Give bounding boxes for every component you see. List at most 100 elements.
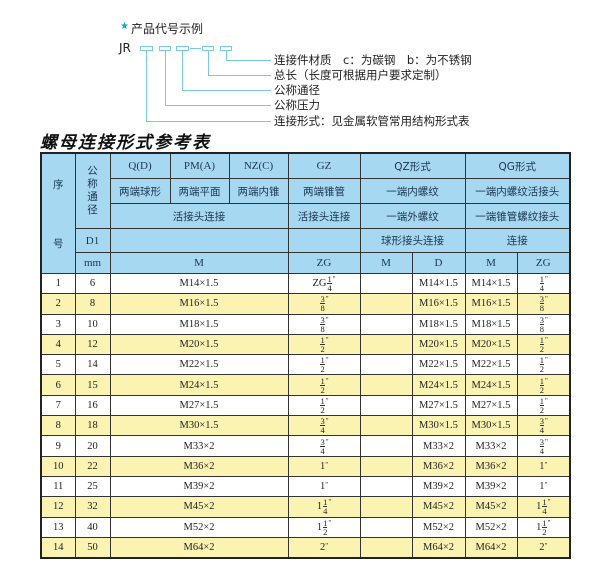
zg-denominator: 4 — [539, 425, 544, 436]
header-unit: ZG — [287, 252, 361, 274]
cell-qg-m: M30×1.5 — [464, 415, 518, 437]
cell-d1: 6 — [74, 272, 111, 295]
zg-denominator: 8 — [320, 323, 325, 334]
cell-no: 8 — [40, 415, 76, 437]
table-row: 7 16 M27×1.5 1 2 " M27×1.5 M27×1.5 1 2 " — [40, 394, 571, 417]
header-unit: M — [464, 252, 518, 274]
header-unit: M — [359, 252, 413, 274]
cell-d1: 40 — [74, 516, 111, 538]
cell-qz-d: M64×2 — [411, 536, 466, 559]
cell-m: M64×2 — [109, 536, 289, 559]
table-row: 12 32 M45×2 1 1 4 " M45×2 M45×2 1 1 4 " — [40, 496, 571, 518]
cell-d1: 32 — [74, 496, 111, 518]
cell-zg: 1" — [287, 455, 361, 477]
cell-m: M16×1.5 — [109, 293, 289, 315]
zg-denominator: 2 — [539, 404, 544, 415]
header-desc: 活接头连接 — [109, 203, 289, 229]
cell-qz-d: M16×1.5 — [411, 293, 466, 315]
cell-d1: 8 — [74, 293, 111, 315]
header-desc — [109, 228, 289, 253]
cell-qg-m: M27×1.5 — [464, 394, 518, 417]
header-seq-bottom: 号 — [53, 237, 64, 250]
table-row: 3 10 M18×1.5 3 8 " M18×1.5 M18×1.5 3 8 " — [40, 313, 571, 335]
inch-mark: " — [547, 498, 551, 507]
code-dash — [190, 48, 201, 49]
inch-mark: " — [544, 315, 548, 324]
cell-no: 4 — [40, 333, 76, 356]
zg-numerator: 1 — [539, 335, 544, 346]
zg-numerator: 1 — [320, 355, 325, 366]
table-row: 8 18 M30×1.5 3 4 " M30×1.5 M30×1.5 3 4 " — [40, 415, 571, 437]
zg-denominator: 4 — [323, 506, 328, 517]
cell-qz-d: M45×2 — [411, 496, 466, 518]
zg-whole: 2 — [319, 542, 326, 553]
cell-qz-m — [359, 536, 413, 559]
inch-mark: " — [544, 295, 548, 304]
header-desc: 两端平面 — [169, 178, 230, 204]
cell-qg-zg: 1 2 " — [516, 354, 571, 376]
zg-numerator: 3 — [320, 436, 325, 447]
cell-m: M14×1.5 — [109, 272, 289, 295]
inch-mark: " — [544, 376, 548, 385]
star-icon: ★ — [120, 21, 129, 32]
cell-qg-m: M18×1.5 — [464, 313, 518, 335]
cell-d1: 15 — [74, 374, 111, 396]
header-pm: PM(A) — [169, 152, 230, 179]
example-title: 产品代号示例 — [131, 22, 204, 36]
cell-qz-d: M52×2 — [411, 516, 466, 538]
inch-mark: " — [544, 417, 548, 426]
inch-mark: " — [332, 275, 336, 284]
cell-qg-m: M64×2 — [464, 536, 518, 559]
zg-numerator: 3 — [539, 314, 544, 325]
zg-whole: 1 — [316, 501, 323, 513]
inch-mark: " — [328, 518, 332, 527]
leader-line — [208, 51, 209, 76]
zg-numerator: 1 — [539, 274, 544, 285]
cell-qz-m — [359, 374, 413, 396]
cell-qg-zg: 3 4 " — [516, 415, 571, 437]
cell-qz-d: M27×1.5 — [411, 394, 466, 417]
cell-qz-m — [359, 435, 413, 457]
zg-denominator: 2 — [320, 404, 325, 415]
cell-qg-m: M52×2 — [464, 516, 518, 538]
cell-no: 9 — [40, 435, 76, 457]
inch-mark: " — [325, 481, 329, 490]
header-nz: NZ(C) — [228, 152, 289, 179]
cell-m: M36×2 — [109, 455, 289, 477]
inch-mark: " — [325, 437, 329, 446]
cell-qg-zg: 2" — [516, 536, 571, 559]
header-seq-top: 序 — [53, 178, 64, 191]
zg-denominator: 8 — [539, 323, 544, 334]
header-qd: Q(D) — [109, 152, 171, 179]
inch-mark: " — [544, 336, 548, 345]
cell-qz-m — [359, 313, 413, 335]
zg-denominator: 2 — [320, 364, 325, 375]
cell-m: M33×2 — [109, 435, 289, 457]
cell-d1: 10 — [74, 313, 111, 335]
leader-line — [226, 60, 271, 61]
code-prefix: JR — [119, 41, 131, 55]
cell-qz-d: M18×1.5 — [411, 313, 466, 335]
header-desc: 球形接头连接 — [359, 228, 466, 253]
header-seq: 序 号 — [40, 152, 76, 274]
inch-mark: " — [544, 396, 548, 405]
legend-diameter: 公称通径 — [274, 83, 320, 97]
cell-m: M27×1.5 — [109, 394, 289, 417]
header-mm: mm — [74, 252, 111, 274]
inch-mark: " — [325, 295, 329, 304]
cell-m: M45×2 — [109, 496, 289, 518]
header-d1: D1 — [74, 228, 111, 253]
cell-d1: 20 — [74, 435, 111, 457]
